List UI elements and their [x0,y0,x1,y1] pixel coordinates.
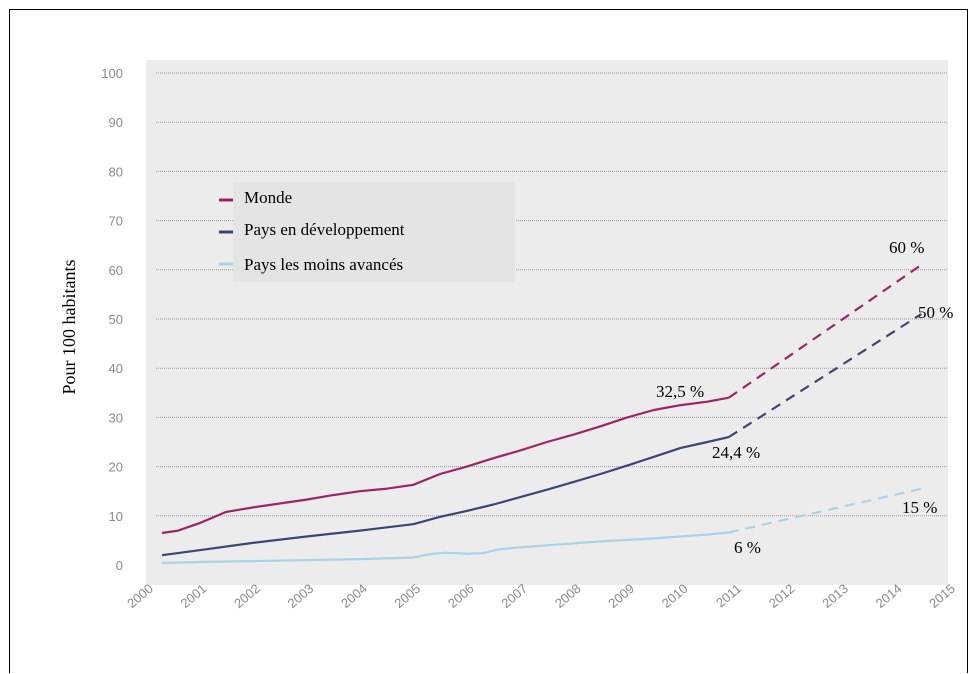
x-tick-label: 2000 [124,581,156,611]
series-projection-pays-en-developpement [728,313,922,439]
y-tick-label: 20 [109,460,123,475]
x-tick-label: 2012 [766,581,798,611]
y-tick-label: 30 [109,410,123,425]
y-tick-label: 50 [109,312,123,327]
legend: Monde Pays en développement Pays les moi… [219,182,515,282]
series-line-pays-les-moins-avances [161,531,729,565]
legend-label-pays-en-developpement: Pays en développement [244,220,405,239]
legend-label-pays-les-moins-avances: Pays les moins avancés [244,255,403,274]
plot-background [146,60,948,585]
legend-label-monde: Monde [244,188,292,207]
annotation-pma-2015: 15 % [902,498,937,517]
y-tick-label: 10 [109,509,123,524]
y-tick-label: 60 [109,263,123,278]
series-projection-monde [728,263,922,399]
x-tick-label: 2002 [231,581,263,611]
series-line-pays-en-developpement [161,436,730,557]
annotation-pma-2010: 6 % [734,538,761,557]
x-tick-label: 2010 [659,581,691,611]
y-tick-label: 100 [101,66,123,81]
x-tick-label: 2005 [391,581,423,611]
y-tick-label: 0 [116,558,123,573]
y-tick-label: 90 [109,115,123,130]
y-tick-labels: 0 10 20 30 40 50 60 70 80 90 100 [101,66,123,573]
series-lines [161,263,922,565]
x-tick-label: 2008 [552,581,584,611]
annotation-developpement-2010: 24,4 % [712,443,760,462]
x-tick-label: 2011 [713,581,744,610]
y-axis-label: Pour 100 habitants [59,260,79,395]
x-tick-label: 2006 [445,581,477,611]
x-tick-label: 2004 [338,581,370,611]
x-tick-label: 2003 [285,581,317,611]
series-line-monde [161,396,730,535]
legend-box [233,182,515,282]
x-tick-label: 2007 [498,581,530,611]
y-tick-label: 40 [109,361,123,376]
y-tick-label: 80 [109,164,123,179]
annotation-monde-2010: 32,5 % [656,382,704,401]
annotation-developpement-2015: 50 % [918,303,953,322]
x-tick-label: 2014 [873,581,905,611]
x-tick-label: 2013 [819,581,851,611]
x-tick-label: 2015 [926,581,958,611]
y-tick-label: 70 [109,214,123,229]
x-tick-labels: 2000 2001 2002 2003 2004 2005 2006 2007 2008 2009… [124,581,958,611]
x-tick-label: 2009 [605,581,637,611]
x-tick-label: 2001 [178,581,210,611]
annotation-monde-2015: 60 % [889,238,924,257]
